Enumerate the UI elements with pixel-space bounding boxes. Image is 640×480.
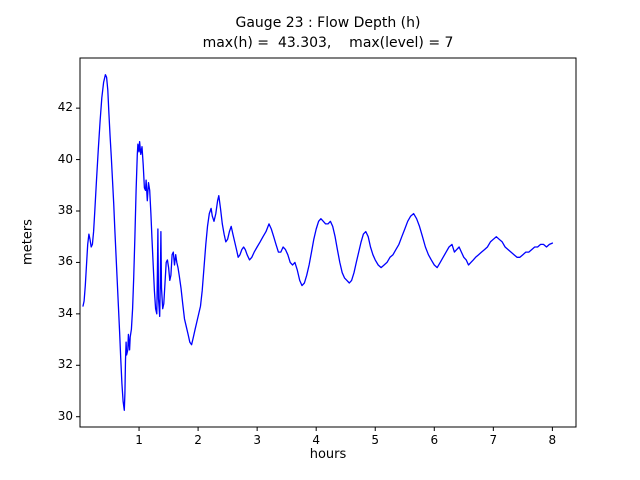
x-tick-label: 3: [253, 433, 261, 447]
x-tick-label: 6: [430, 433, 439, 447]
y-tick-label: 30: [57, 408, 73, 423]
chart-title: Gauge 23 : Flow Depth (h): [235, 15, 421, 31]
flow-depth-line: [82, 74, 554, 411]
chart-subtitle: max(h) = 43.303, max(level) = 7: [202, 35, 454, 51]
x-tick-label: 8: [548, 433, 557, 447]
x-tick-label: 1: [135, 433, 143, 447]
y-tick-label: 34: [57, 305, 73, 320]
plot-border: [79, 57, 577, 428]
x-tick-label: 4: [312, 433, 320, 447]
x-tick-label: 5: [371, 433, 380, 447]
y-tick-label: 40: [57, 151, 73, 166]
x-tick-label: 2: [194, 433, 202, 447]
x-axis-label: hours: [309, 447, 347, 462]
y-tick-label: 38: [57, 203, 73, 217]
y-tick-label: 42: [57, 100, 73, 115]
y-axis-label: meters: [20, 219, 36, 265]
y-tick-label: 36: [57, 254, 73, 269]
x-tick-label: 7: [489, 433, 498, 447]
y-tick-label: 32: [57, 357, 73, 372]
